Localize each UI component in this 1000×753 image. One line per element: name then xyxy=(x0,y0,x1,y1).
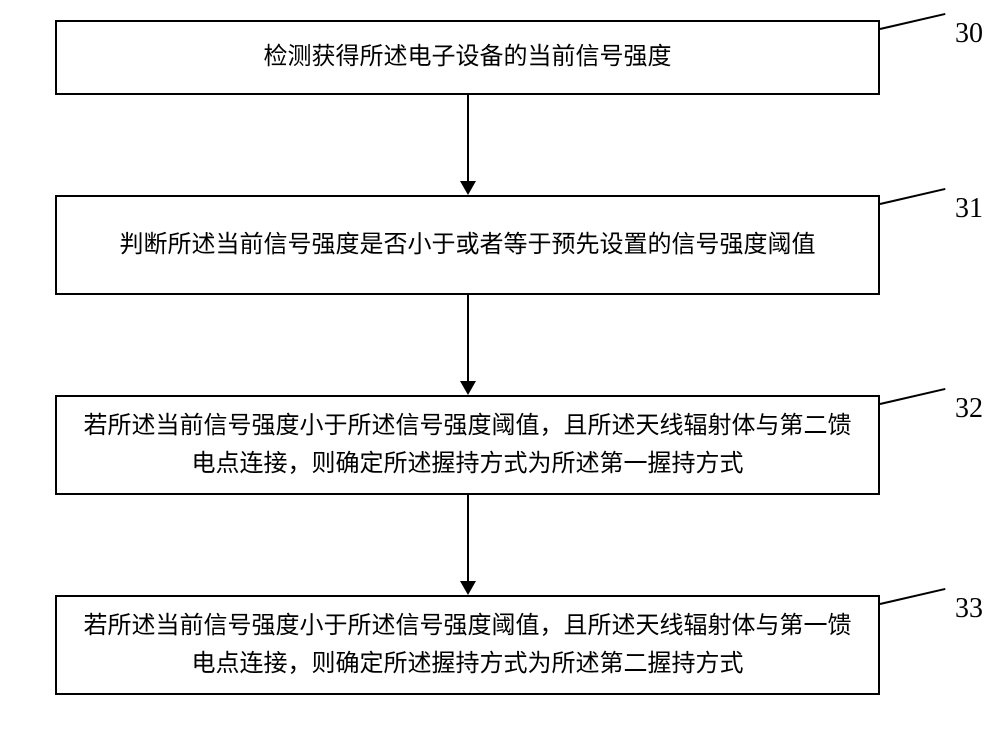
flow-node-text: 检测获得所述电子设备的当前信号强度 xyxy=(264,38,672,76)
arrow-line-0 xyxy=(467,95,469,181)
lead-line xyxy=(880,588,946,605)
node-label-n31: 31 xyxy=(955,193,983,225)
lead-line xyxy=(880,388,946,405)
flow-node-n30: 检测获得所述电子设备的当前信号强度 xyxy=(55,20,880,95)
flow-node-text: 判断所述当前信号强度是否小于或者等于预先设置的信号强度阈值 xyxy=(120,226,816,264)
arrow-head-icon xyxy=(460,381,476,395)
arrow-head-icon xyxy=(460,181,476,195)
arrow-line-2 xyxy=(467,495,469,581)
lead-line xyxy=(880,13,946,30)
flow-node-n31: 判断所述当前信号强度是否小于或者等于预先设置的信号强度阈值 xyxy=(55,195,880,295)
lead-line xyxy=(880,188,946,205)
flow-node-n33: 若所述当前信号强度小于所述信号强度阈值，且所述天线辐射体与第一馈电点连接，则确定… xyxy=(55,595,880,695)
flow-node-text: 若所述当前信号强度小于所述信号强度阈值，且所述天线辐射体与第二馈电点连接，则确定… xyxy=(77,407,858,484)
arrow-head-icon xyxy=(460,581,476,595)
node-label-n30: 30 xyxy=(955,18,983,50)
flow-node-text: 若所述当前信号强度小于所述信号强度阈值，且所述天线辐射体与第一馈电点连接，则确定… xyxy=(77,607,858,684)
node-label-n33: 33 xyxy=(955,593,983,625)
arrow-line-1 xyxy=(467,295,469,381)
flow-node-n32: 若所述当前信号强度小于所述信号强度阈值，且所述天线辐射体与第二馈电点连接，则确定… xyxy=(55,395,880,495)
node-label-n32: 32 xyxy=(955,393,983,425)
